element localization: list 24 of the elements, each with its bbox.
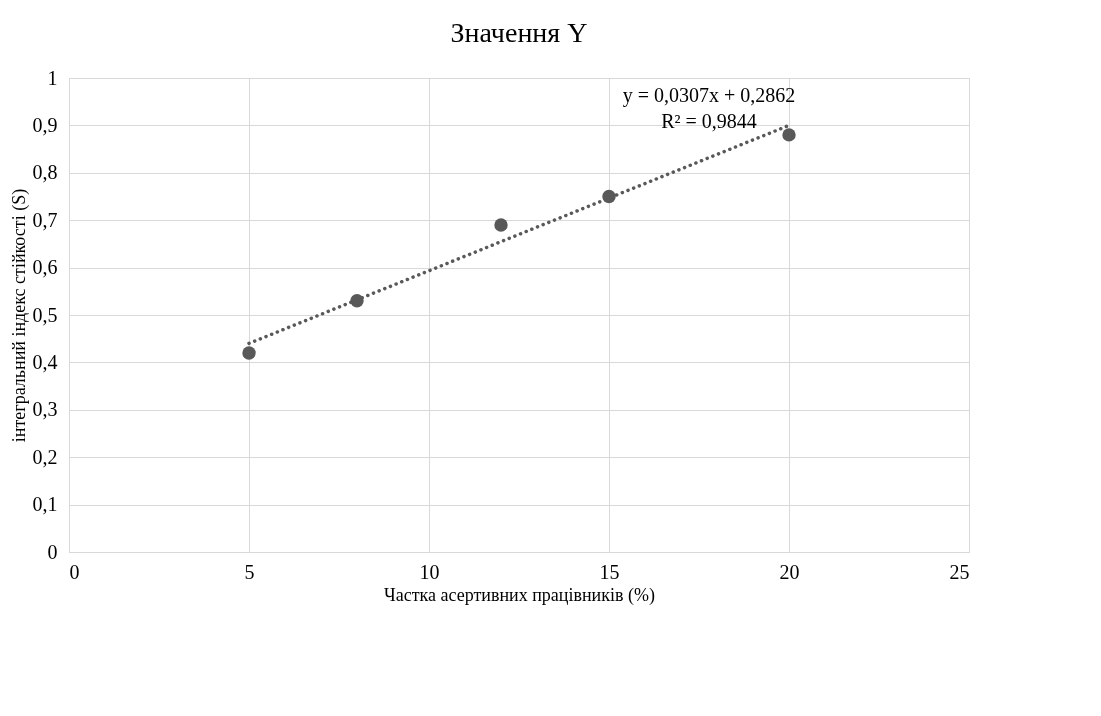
y-tick-label: 0,2 xyxy=(32,445,58,468)
y-tick-label: 0,1 xyxy=(32,493,58,516)
x-tick-label: 20 xyxy=(779,560,800,583)
y-tick-label: 0,9 xyxy=(32,113,58,136)
x-tick-label: 15 xyxy=(599,560,620,583)
x-tick-label: 10 xyxy=(419,560,440,583)
y-tick-label: 1 xyxy=(47,66,58,89)
point xyxy=(782,128,796,142)
y-tick-label: 0,5 xyxy=(32,303,58,326)
point xyxy=(494,218,508,232)
y-tick-label: 0,4 xyxy=(32,350,58,373)
y-tick-label: 0,7 xyxy=(32,208,58,231)
y-tick-label: 0,3 xyxy=(32,398,58,421)
x-axis-title: Частка асертивних працівників (%) xyxy=(384,584,655,606)
y-tick-label: 0,8 xyxy=(32,161,58,184)
x-tick-label: 5 xyxy=(244,560,255,583)
y-tick-label: 0 xyxy=(47,540,58,563)
x-tick-label: 25 xyxy=(949,560,970,583)
x-tick-label: 0 xyxy=(69,560,80,583)
y-axis-title: інтегральний індекс стійкості (S) xyxy=(8,188,30,443)
point xyxy=(242,346,256,360)
y-tick-label: 0,6 xyxy=(32,256,58,279)
annotation: y = 0,0307x + 0,2862 R² = 0,9844 xyxy=(622,84,796,132)
chart-title: Значення Y xyxy=(450,17,588,48)
